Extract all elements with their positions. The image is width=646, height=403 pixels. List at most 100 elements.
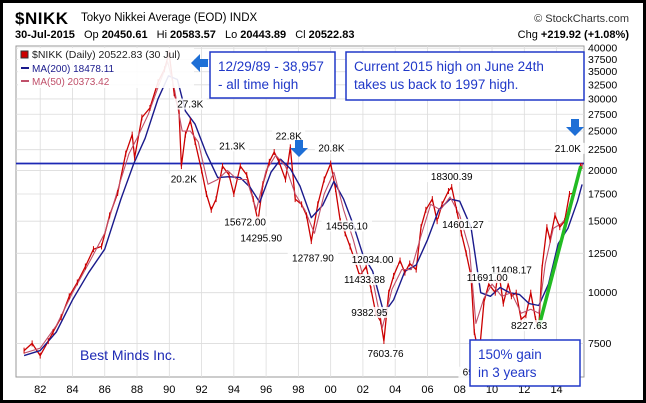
y-tick-label: 12500 [588, 248, 617, 260]
x-tick-label: 08 [454, 384, 466, 396]
y-tick-label: 37500 [588, 54, 617, 66]
annotation-label: 9382.95 [351, 308, 388, 319]
callout-box: 12/29/89 - 38,957 - all time high [209, 51, 336, 99]
x-tick-label: 12 [518, 384, 530, 396]
x-tick-label: 84 [66, 384, 78, 396]
x-tick-label: 02 [357, 384, 369, 396]
annotation-label: 20.8K [318, 144, 344, 155]
legend-title: $NIKK (Daily) 20522.83 (30 Jul) [32, 49, 180, 61]
watermark: Best Minds Inc. [80, 347, 176, 363]
x-tick-label: 96 [260, 384, 272, 396]
callout-text: in 3 years [478, 365, 537, 380]
index-name: Tokyo Nikkei Average (EOD) INDX [81, 12, 258, 24]
ath-arrow-icon [191, 54, 208, 72]
annotation-label: 8227.63 [511, 321, 548, 332]
callout-text: takes us back to 1997 high. [354, 77, 518, 92]
y-tick-label: 7500 [588, 338, 612, 350]
annotation-label: 12787.90 [292, 253, 334, 264]
annotation-bg [219, 216, 271, 228]
source-credit: © StockCharts.com [534, 13, 629, 25]
callout-text: Current 2015 high on June 24th [354, 59, 544, 74]
high-value: 20583.57 [170, 29, 216, 41]
change-label: Chg [517, 29, 538, 41]
ma50-line [23, 61, 583, 354]
legend-ma50: MA(50) 20373.42 [32, 77, 110, 88]
annotation-label: 20.2K [171, 175, 197, 186]
callout-text: 12/29/89 - 38,957 [218, 59, 324, 74]
annotation-bg [272, 130, 306, 142]
annotation-label: 11691.00 [467, 273, 508, 284]
legend-ma200: MA(200) 18478.11 [32, 64, 115, 75]
ohlc-row: 30-Jul-2015 Op 20450.61 Hi 20583.57 Lo 2044… [15, 29, 354, 41]
y-tick-label: 30000 [588, 93, 617, 105]
quote-date: 30-Jul-2015 [15, 29, 75, 41]
annotation-bg [347, 254, 398, 266]
x-tick-label: 06 [421, 384, 433, 396]
annotation-label: 27.3K [177, 100, 203, 111]
open-value: 20450.61 [101, 29, 148, 41]
annotation-label: 15672.00 [224, 217, 266, 228]
annotation-label: 14556.10 [326, 221, 368, 232]
close-label: Cl [295, 29, 306, 41]
annotation-bg [461, 272, 513, 284]
annotation-label: 12034.00 [352, 255, 394, 266]
y-tick-label: 15000 [588, 216, 617, 228]
close-value: 20522.83 [308, 29, 355, 41]
x-tick-label: 00 [325, 384, 337, 396]
legend: $NIKK (Daily) 20522.83 (30 Jul) MA(200) 1… [18, 48, 194, 88]
y-tick-label: 40000 [588, 43, 617, 55]
annotation-label: 18300.39 [431, 172, 473, 183]
annotation-bg [287, 252, 339, 264]
annotation-label: 7603.76 [367, 349, 404, 360]
trend-line [537, 165, 583, 328]
callout-border [209, 51, 336, 99]
open-label: Op [84, 29, 99, 41]
annotation-label: 11433.88 [344, 275, 385, 286]
annotation-bg [236, 232, 287, 244]
annotation-bg [506, 320, 552, 332]
annotation-label: 14601.27 [442, 220, 484, 231]
legend-price-swatch [20, 50, 29, 59]
x-tick-label: 10 [486, 384, 498, 396]
annotation-bg [437, 218, 489, 230]
low-label: Lo [224, 29, 238, 41]
y-tick-label: 27500 [588, 109, 617, 121]
annotation-label: 22.8K [276, 131, 302, 142]
y-tick-label: 32500 [588, 79, 617, 91]
callout-text: - all time high [218, 77, 298, 92]
legend-bg [18, 48, 194, 88]
annotation-bg [167, 173, 201, 185]
x-tick-label: 04 [389, 384, 401, 396]
annotation-bg [314, 142, 348, 154]
annotation-bg [363, 348, 408, 360]
x-tick-label: 94 [228, 384, 240, 396]
peak-1997-arrow-icon [290, 140, 308, 157]
annotation-bg [339, 274, 390, 286]
annotation-bg [426, 171, 477, 183]
y-tick-label: 20000 [588, 165, 617, 177]
current-high-arrow-icon [566, 119, 584, 136]
annotation-label: 21.3K [219, 141, 245, 152]
annotation-label: 14295.90 [240, 234, 282, 245]
x-tick-label: 92 [195, 384, 207, 396]
y-tick-label: 10000 [588, 287, 617, 299]
callout-text: 150% gain [478, 347, 542, 362]
symbol-title: $NIKK [15, 9, 69, 28]
annotation-label: 21.0K [555, 144, 581, 155]
annotation-bg [486, 264, 537, 276]
high-label: Hi [156, 29, 168, 41]
callout-border [469, 339, 581, 387]
x-tick-label: 90 [163, 384, 175, 396]
y-tick-label: 35000 [588, 66, 617, 78]
x-tick-label: 14 [550, 384, 562, 396]
ma200-line [23, 75, 583, 357]
y-tick-label: 25000 [588, 126, 617, 138]
annotation-bg [321, 220, 372, 232]
y-tick-label: 17500 [588, 188, 617, 200]
annotation-bg [173, 98, 207, 110]
change-value: +219.92 (+1.08%) [540, 29, 629, 41]
x-tick-label: 86 [99, 384, 111, 396]
callout-border [345, 51, 585, 101]
annotation-label: 11408.17 [491, 265, 532, 276]
